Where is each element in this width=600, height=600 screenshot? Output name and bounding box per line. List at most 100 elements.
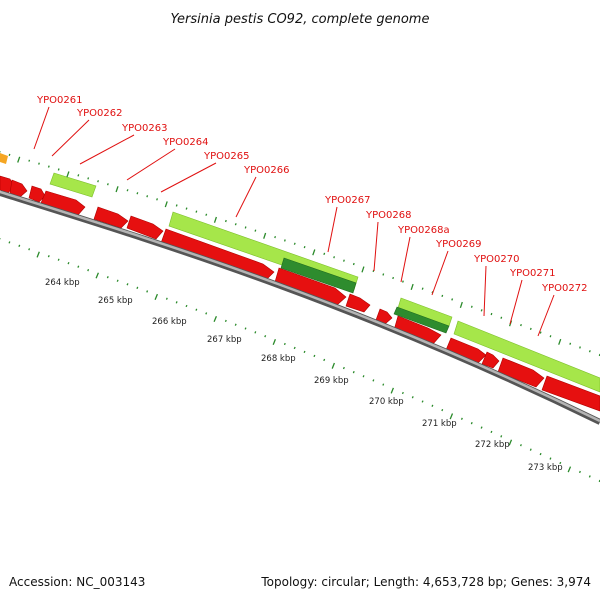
cds-ypo0265[interactable] xyxy=(126,215,164,240)
gene-label[interactable]: YPO0270 xyxy=(473,254,519,265)
cds-ypo0271[interactable] xyxy=(481,351,500,369)
tick-mark xyxy=(154,293,159,300)
callout-line xyxy=(126,148,176,181)
tick-mark xyxy=(263,232,267,239)
tick-mark xyxy=(539,331,542,334)
cds-ypo0261b[interactable] xyxy=(9,179,28,198)
cds-ypo0268[interactable] xyxy=(345,293,371,313)
tick-mark xyxy=(431,291,434,294)
tick-mark xyxy=(323,358,326,362)
tick-mark xyxy=(361,266,365,273)
tick-mark xyxy=(490,430,493,434)
scale-label: 272 kbp xyxy=(475,440,510,450)
gene-label[interactable]: YPO0267 xyxy=(324,195,370,206)
scale-label: 267 kbp xyxy=(207,335,242,345)
tick-mark xyxy=(313,354,316,358)
gene-features xyxy=(0,153,600,412)
tick-mark xyxy=(372,379,375,382)
callout-line xyxy=(373,221,379,272)
tick-mark xyxy=(224,319,227,323)
tick-mark xyxy=(116,279,119,282)
tick-mark xyxy=(67,261,70,265)
tick-mark xyxy=(244,327,247,330)
tick-mark xyxy=(401,391,404,395)
tick-mark xyxy=(213,315,218,323)
callout-line xyxy=(509,279,523,325)
gene-label[interactable]: YPO0266 xyxy=(243,165,289,176)
tick-mark xyxy=(195,210,198,213)
tick-mark xyxy=(549,457,552,460)
tick-mark xyxy=(28,248,31,251)
tick-mark xyxy=(77,265,80,268)
tick-mark xyxy=(500,435,503,438)
tick-mark xyxy=(312,249,316,256)
gene-label[interactable]: YPO0268 xyxy=(365,210,411,221)
callout-line xyxy=(400,236,411,283)
tick-mark xyxy=(558,338,562,345)
cds-ypo0267-fwd[interactable] xyxy=(274,267,347,306)
cds-ypo0266-fwd[interactable] xyxy=(160,228,275,281)
cds-ypo0270[interactable] xyxy=(453,320,600,393)
tick-mark xyxy=(579,346,581,349)
cds-partial-orange[interactable] xyxy=(0,153,8,164)
gene-label[interactable]: YPO0269 xyxy=(435,239,481,250)
cds-ypo0272[interactable] xyxy=(497,357,545,388)
tick-mark xyxy=(274,236,277,239)
gene-label[interactable]: YPO0261 xyxy=(36,95,82,106)
tick-mark xyxy=(146,290,149,293)
tick-mark xyxy=(342,259,345,262)
gene-label[interactable]: YPO0263 xyxy=(121,123,167,134)
callout-line xyxy=(431,250,449,296)
tick-mark xyxy=(205,213,208,216)
tick-mark xyxy=(115,186,119,193)
tick-mark xyxy=(47,165,50,168)
tick-mark xyxy=(283,342,286,346)
tick-mark xyxy=(392,276,395,280)
cds-ypo0264[interactable] xyxy=(93,206,129,229)
tick-mark xyxy=(272,338,277,345)
tick-mark xyxy=(156,198,159,201)
cds-ypo0267[interactable] xyxy=(280,257,357,294)
tick-mark xyxy=(421,287,424,290)
gene-label[interactable]: YPO0268a xyxy=(397,225,450,236)
tick-mark xyxy=(490,312,493,316)
gene-label[interactable]: YPO0262 xyxy=(76,108,122,119)
tick-mark xyxy=(331,362,336,369)
tick-mark xyxy=(205,312,208,315)
tick-mark xyxy=(77,174,80,177)
tick-mark xyxy=(126,189,129,192)
tick-mark xyxy=(451,298,454,301)
tick-mark xyxy=(224,219,227,223)
cds-ypo0268a-dark[interactable] xyxy=(393,306,450,334)
callout-line xyxy=(51,119,90,157)
tick-mark xyxy=(283,239,286,242)
gene-label[interactable]: YPO0272 xyxy=(541,283,587,294)
accession-text: Accession: NC_003143 xyxy=(9,575,145,589)
tick-mark xyxy=(470,305,473,308)
tick-mark xyxy=(175,204,178,207)
tick-mark xyxy=(470,421,473,425)
cds-ypo0273[interactable] xyxy=(541,375,600,412)
tick-mark xyxy=(459,301,463,309)
cds-ypo0262-fwd[interactable] xyxy=(40,190,86,216)
topology-summary: Topology: circular; Length: 4,653,728 bp… xyxy=(260,575,591,589)
tick-mark xyxy=(519,444,522,447)
tick-mark xyxy=(254,229,257,232)
tick-mark xyxy=(549,335,552,338)
cds-ypo0262[interactable] xyxy=(49,172,97,198)
tick-mark xyxy=(175,301,178,304)
cds-ypo0270-fwd[interactable] xyxy=(445,337,487,364)
gene-label[interactable]: YPO0271 xyxy=(509,268,555,279)
cds-ypo0261c[interactable] xyxy=(28,185,46,203)
tick-mark xyxy=(36,251,40,258)
tick-mark xyxy=(529,327,532,330)
scale-label: 273 kbp xyxy=(528,463,563,473)
tick-mark xyxy=(8,241,11,244)
gene-label[interactable]: YPO0264 xyxy=(162,137,208,148)
tick-mark xyxy=(17,156,21,163)
cds-ypo0268b[interactable] xyxy=(375,308,393,325)
gene-label[interactable]: YPO0265 xyxy=(203,151,249,162)
callout-line xyxy=(537,294,555,337)
tick-mark xyxy=(303,246,306,249)
